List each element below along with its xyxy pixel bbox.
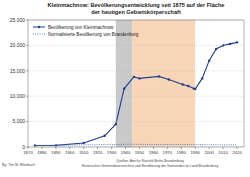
series-marker [115,123,117,125]
x-tick [237,147,238,149]
x-tick-label: 2000 [204,150,214,155]
y-tick [26,121,28,122]
y-tick-label: 15,000 [10,68,26,74]
x-tick [209,147,210,149]
legend-label: Bevölkerung von Kleinmachnow [48,25,114,30]
y-tick [26,96,28,97]
x-tick [125,147,126,149]
series-marker [168,78,170,80]
x-tick [139,147,140,149]
x-tick [97,147,98,149]
x-tick-label: 1970 [163,150,173,155]
x-tick [28,147,29,149]
y-tick-label: 20,000 [10,42,26,48]
series-marker [133,76,135,78]
period-band [116,20,133,147]
x-tick-label: 2010 [218,150,228,155]
series-marker [103,135,105,137]
title: Kleinmachnow: Bevölkerungsentwicklung se… [48,2,225,8]
x-tick [41,147,42,149]
grid-line [28,45,244,46]
x-tick-label: 1940 [121,150,131,155]
y-tick [26,147,28,148]
plot-area [34,20,238,147]
period-band [133,20,196,147]
y-tick [26,20,28,21]
series-marker [123,87,125,89]
y-tick [26,70,28,71]
x-tick-label: 1880 [37,150,47,155]
x-tick-label: 1930 [107,150,117,155]
series-marker [208,59,210,61]
legend-line [33,27,45,28]
x-tick [195,147,196,149]
grid-line [28,121,244,122]
series-marker [138,77,140,79]
x-tick [69,147,70,149]
x-tick-label: 1960 [149,150,159,155]
series-line [35,42,237,145]
x-tick-label: 1980 [177,150,187,155]
series-marker [83,142,85,144]
grid-line [28,96,244,97]
x-tick-label: 1870 [23,150,33,155]
series-marker [194,88,196,90]
subtitle: der heutigen Gebietskörperschaft [91,9,181,15]
x-tick-label: 1900 [65,150,75,155]
plot-frame [28,20,244,147]
x-tick-label: 1920 [93,150,103,155]
y-tick [26,45,28,46]
y-tick-label: 25,000 [10,17,26,23]
series-marker [215,48,217,50]
x-tick [153,147,154,149]
y-tick-label: 0 [22,144,25,150]
chart: Kleinmachnow: Bevölkerungsentwicklung se… [0,0,250,177]
legend-label: Normalisierte Bevölkerung von Brandenbur… [48,32,139,37]
x-tick [167,147,168,149]
x-tick [223,147,224,149]
source-line: Historisches Gemeindeverzeichnis und Bev… [82,164,218,168]
x-tick [83,147,84,149]
x-tick-label: 1990 [190,150,200,155]
x-tick [111,147,112,149]
x-tick [181,147,182,149]
x-tick-label: 1890 [51,150,61,155]
y-tick-label: 10,000 [10,93,26,99]
x-tick-label: 2020 [232,150,242,155]
series-line [35,144,237,145]
series-marker [236,41,238,43]
source-line: Quellen: Amt für Statistik Berlin-Brande… [116,159,184,163]
series-marker [158,75,160,77]
author: By: Tim M. Ellerbach [2,163,35,167]
series-marker [229,43,231,45]
x-tick-label: 1910 [79,150,89,155]
legend-marker [38,26,40,28]
legend-line [33,34,45,35]
series-marker [201,77,203,79]
series-marker [187,85,189,87]
series-marker [181,83,183,85]
y-tick-label: 5,000 [12,118,25,124]
x-tick-label: 1950 [135,150,145,155]
x-tick [55,147,56,149]
grid-line [28,70,244,71]
